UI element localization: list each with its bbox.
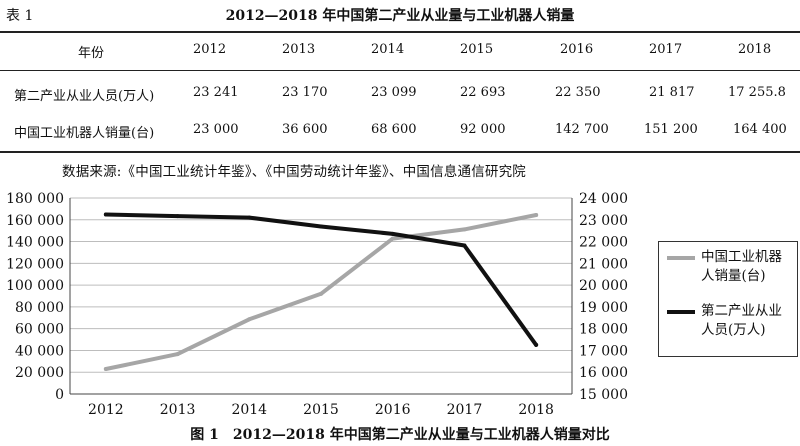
- table-label: 表 1: [6, 8, 34, 24]
- table-top-rule: [0, 31, 800, 33]
- legend-item: 中国工业机器人销量(台): [667, 248, 791, 286]
- y-left-tick-label: 180 000: [6, 191, 64, 207]
- table-cell: 68 600: [371, 122, 417, 137]
- y-right-tick-label: 23 000: [579, 213, 628, 229]
- table-header-cell: 2013: [282, 42, 316, 57]
- chart-series: [103, 212, 539, 371]
- y-left-tick-label: 20 000: [15, 365, 64, 381]
- table-title: 2012—2018 年中国第二产业从业量与工业机器人销量: [225, 8, 575, 24]
- y-left-tick-label: 100 000: [6, 278, 64, 294]
- chart-legend: 中国工业机器人销量(台) 第二产业从业人员(万人): [658, 241, 798, 357]
- table-cell: 22 350: [555, 85, 601, 100]
- y-right-tick-label: 22 000: [579, 235, 628, 251]
- table-header-cell: 2018: [738, 42, 772, 57]
- data-point-robot-sales: [175, 352, 180, 357]
- table-cell: 36 600: [282, 122, 328, 137]
- table-cell: 164 400: [733, 122, 787, 137]
- table-header-row: 年份 2012 2013 2014 2015 2016 2017 2018: [0, 42, 800, 64]
- table-cell: 142 700: [555, 122, 609, 137]
- table-header-cell: 2012: [193, 42, 227, 57]
- y-left-tick-label: 120 000: [6, 256, 64, 272]
- data-source-note: 数据来源:《中国工业统计年鉴》、《中国劳动统计年鉴》、中国信息通信研究院: [62, 164, 526, 180]
- data-point-employment: [534, 342, 539, 347]
- series-line-employment: [103, 212, 539, 347]
- y-right-tick-label: 24 000: [579, 191, 628, 207]
- legend-swatch: [667, 256, 695, 260]
- y-right-tick-label: 19 000: [579, 300, 628, 316]
- table-header-cell: 2017: [649, 42, 683, 57]
- legend-label: 中国工业机器人销量(台): [701, 249, 782, 284]
- y-right-tick-label: 16 000: [579, 365, 628, 381]
- x-tick-label: 2015: [303, 402, 339, 418]
- figure-caption: 图 1 2012—2018 年中国第二产业从业量与工业机器人销量对比: [190, 427, 610, 443]
- data-point-robot-sales: [319, 291, 323, 296]
- data-point-robot-sales: [462, 227, 467, 232]
- data-point-robot-sales: [390, 236, 395, 241]
- legend-swatch: [667, 310, 695, 314]
- data-point-employment: [103, 212, 108, 217]
- table-row: 第二产业从业人员(万人) 23 241 23 170 23 099 22 693…: [0, 85, 800, 107]
- table-row-label: 第二产业从业人员(万人): [14, 89, 155, 104]
- data-point-employment: [462, 243, 467, 248]
- data-point-robot-sales: [534, 212, 539, 217]
- x-tick-label: 2014: [231, 402, 267, 418]
- x-tick-label: 2016: [375, 402, 411, 418]
- y-left-tick-label: 0: [55, 387, 64, 403]
- data-point-employment: [247, 215, 252, 220]
- table-row: 中国工业机器人销量(台) 23 000 36 600 68 600 92 000…: [0, 122, 800, 144]
- table-bottom-rule: [0, 151, 800, 153]
- table-header-cell: 2016: [560, 42, 594, 57]
- data-point-robot-sales: [103, 366, 108, 371]
- table-row-label: 中国工业机器人销量(台): [14, 126, 155, 141]
- y-right-tick-label: 18 000: [579, 322, 628, 338]
- table-header-cell: 2015: [460, 42, 494, 57]
- y-left-tick-label: 40 000: [15, 343, 64, 359]
- table-cell: 21 817: [649, 85, 695, 100]
- table-header-cell: 2014: [371, 42, 405, 57]
- y-left-tick-label: 140 000: [6, 235, 64, 251]
- y-right-tick-label: 17 000: [579, 343, 628, 359]
- y-left-tick-label: 160 000: [6, 213, 64, 229]
- x-tick-label: 2018: [518, 402, 554, 418]
- data-point-robot-sales: [247, 317, 252, 322]
- y-right-tick-label: 15 000: [579, 387, 628, 403]
- x-tick-label: 2012: [88, 402, 124, 418]
- x-tick-label: 2013: [160, 402, 196, 418]
- data-point-employment: [175, 214, 180, 219]
- table-cell: 17 255.8: [728, 85, 786, 100]
- data-point-employment: [390, 231, 395, 236]
- y-left-tick-label: 60 000: [15, 322, 64, 338]
- y-left-tick-label: 80 000: [15, 300, 64, 316]
- table-cell: 23 170: [282, 85, 328, 100]
- table-header-rule: [0, 70, 800, 71]
- y-right-tick-label: 20 000: [579, 278, 628, 294]
- legend-item: 第二产业从业人员(万人): [667, 302, 791, 340]
- table-cell: 23 241: [193, 85, 239, 100]
- table-header-cell: 年份: [78, 46, 105, 61]
- table-cell: 23 000: [193, 122, 239, 137]
- y-right-tick-label: 21 000: [579, 256, 628, 272]
- legend-label: 第二产业从业人员(万人): [701, 303, 782, 338]
- chart-axes: 0 20 000 40 000 60 000 80 000 100 000 120 000 1…: [6, 191, 628, 418]
- table-cell: 92 000: [460, 122, 506, 137]
- table-cell: 22 693: [460, 85, 506, 100]
- data-point-employment: [319, 224, 323, 229]
- table-cell: 151 200: [644, 122, 698, 137]
- table-cell: 23 099: [371, 85, 417, 100]
- x-tick-label: 2017: [447, 402, 483, 418]
